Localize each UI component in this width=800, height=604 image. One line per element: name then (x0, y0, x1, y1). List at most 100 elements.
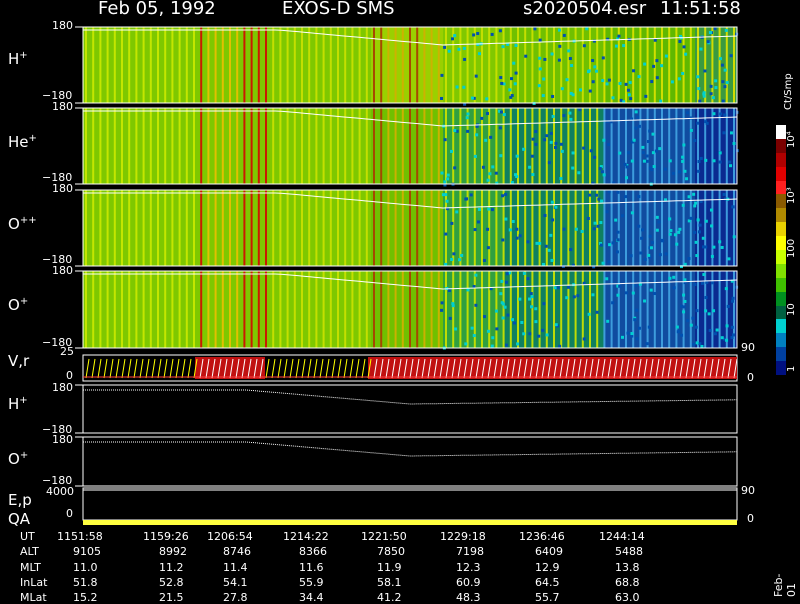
panel-h-plus-cell (701, 27, 707, 103)
panel-o-plusplus-stripe (221, 190, 224, 266)
panel-o-plus-stripe (322, 271, 325, 348)
panel-he-plus-cell (419, 108, 425, 184)
panel-o-plusplus-speckle (511, 220, 515, 224)
panel-h-plus-speckle (678, 40, 682, 44)
panel-o-plusplus-speckle (473, 228, 477, 232)
panel-o-plus-speckle (451, 302, 455, 306)
panel-o-plusplus-cell (599, 190, 605, 266)
panel-o-plus-speckle (542, 302, 546, 306)
panel-h-plus-cell (527, 27, 533, 103)
vr-tick (649, 358, 654, 379)
panel-he-plus-speckle (609, 120, 613, 124)
panel-o-plus-cell (629, 271, 635, 348)
panel-o-plus-stripe (329, 271, 332, 348)
panel-o-plus-label: O+ (8, 296, 29, 314)
panel-o-plus-speckle (529, 305, 533, 309)
panel-he-plus-stripe (632, 108, 635, 184)
panel-o-plusplus-cell (185, 190, 191, 266)
colorbar-segment (776, 277, 786, 293)
panel-o-plus-cell (113, 271, 119, 348)
panel-he-plus-stripe (704, 108, 707, 184)
panel-o-plus-cell (185, 271, 191, 348)
panel-o-plus-speckle (451, 304, 455, 308)
panel-o-plus-cell (497, 271, 503, 348)
panel-o-plus-cell (563, 271, 569, 348)
panel-he-plus-speckle (723, 113, 727, 117)
panel-h-plus-speckle (558, 44, 562, 48)
panel-o-plusplus-cell (521, 190, 527, 266)
panel-o-plusplus-stripe (164, 190, 167, 266)
panel-h-plus-stripe (733, 27, 735, 103)
panel-he-plus-speckle (646, 140, 650, 144)
vr-tick (601, 358, 606, 379)
panel-h-plus-speckle (443, 45, 447, 49)
colorbar-segment (776, 305, 786, 320)
panel-o-plus-stripe (178, 271, 181, 348)
panel-h-plus-speckle (699, 47, 703, 51)
panel-o-plusplus-speckle (599, 243, 603, 247)
panel-o-plus-speckle (528, 297, 532, 301)
panel-o-plus-speckle (566, 285, 570, 289)
panel-h-plus-speckle (601, 56, 605, 60)
vr-tick (421, 358, 426, 379)
panel-he-plus-speckle (466, 112, 470, 116)
panel-o-plusplus-speckle (687, 219, 691, 223)
panel-o-plusplus-stripe (675, 190, 678, 266)
panel-he-plus-stripe (617, 108, 620, 184)
panel-he-plus-cell (233, 108, 239, 184)
panel-o-plus-speckle (466, 288, 470, 292)
panel-he-plus-cell (293, 108, 299, 184)
panel-h-plus-cell (617, 27, 623, 103)
table-cell: 6409 (535, 545, 563, 558)
panel-he-plus-speckle (668, 159, 672, 163)
panel-o-plus-stripe (257, 271, 260, 348)
panel-he-plus-speckle (641, 151, 645, 155)
panel-o-plus-cell (569, 271, 575, 348)
panel-o-plusplus-stripe (610, 190, 613, 266)
panel-he-plus-cell (533, 108, 539, 184)
panel-o-plusplus-cell (161, 190, 167, 266)
panel-o-plus-stripe (185, 271, 188, 348)
panel-h-plus-cell (221, 27, 227, 103)
panel-o-plusplus-cell (539, 190, 545, 266)
panel-o-plus-cell (719, 271, 725, 348)
panel-h-plus-speckle (593, 65, 597, 69)
panel-he-plus-stripe (401, 108, 404, 184)
colorbar-unit: Ct/Smp (783, 73, 794, 110)
vr-tick (589, 358, 594, 379)
panel-o-plusplus-speckle (650, 241, 654, 245)
colorbar-label-1: 1 (786, 365, 797, 372)
panel-he-plus-stripe (250, 108, 253, 184)
ep-right-tick: 90 (741, 484, 755, 497)
panel-o-plusplus-stripe (286, 190, 289, 266)
panel-o-plus-speckle (682, 310, 686, 314)
panel-o-plusplus-speckle (518, 234, 522, 238)
panel-o-plus-speckle (501, 316, 505, 320)
panel-h-plus-cell (575, 27, 581, 103)
panel-h-plus-cell (425, 27, 431, 103)
panel-o-plus-cell (677, 271, 683, 348)
panel-h-plus-stripe (625, 27, 627, 103)
panel-h-plus-stripe (221, 27, 224, 103)
panel-he-plus-speckle (689, 128, 693, 132)
vr-tick (679, 358, 684, 379)
panel-o-plusplus-speckle (720, 245, 724, 249)
vr-tick (457, 358, 462, 379)
panel-o-plus-speckle (504, 280, 508, 284)
panel-h-plus-stripe (193, 27, 195, 103)
panel-o-plus-speckle (682, 305, 686, 309)
panel-he-plus-stripe (481, 108, 483, 184)
panel-o-plusplus-speckle (616, 190, 620, 194)
vr-tick (349, 358, 354, 379)
panel-o-plus-stripe (365, 271, 368, 348)
panel-o-plusplus-cell (125, 190, 131, 266)
panel-o-plusplus-stripe (92, 190, 95, 266)
panel-o-plus-stripe (567, 271, 570, 348)
panel-he-plus-speckle (618, 151, 622, 155)
table-cell: 21.5 (159, 591, 184, 604)
panel-o-plus-speckle (693, 282, 697, 286)
panel-o-plus-cell (221, 271, 227, 348)
panel-he-plus-stripe (625, 108, 627, 184)
table-cell: 1236:46 (519, 530, 565, 543)
panel-he-plus-speckle (485, 112, 489, 116)
